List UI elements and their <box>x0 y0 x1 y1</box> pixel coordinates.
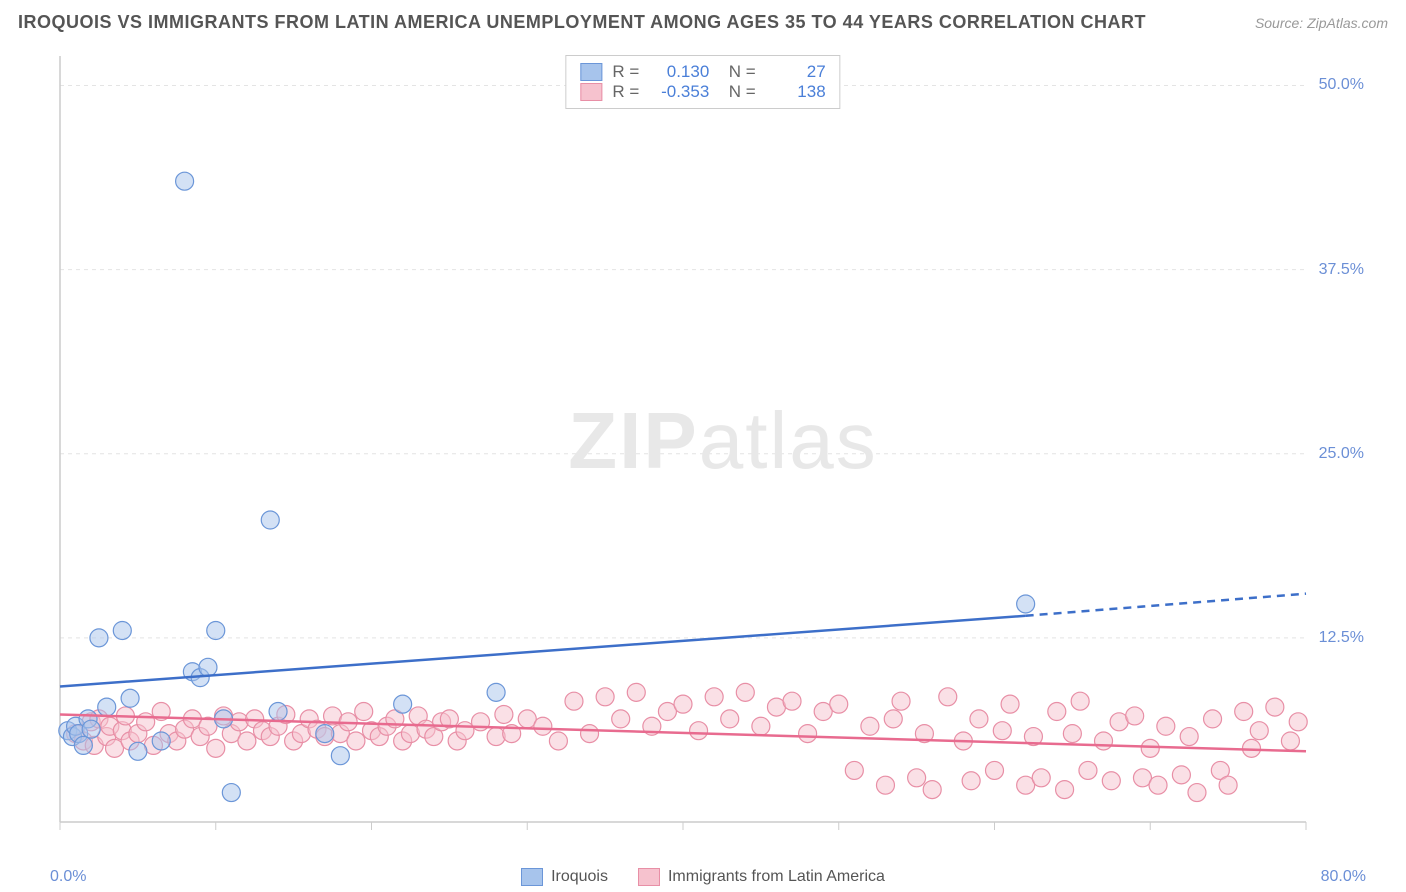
swatch-series-2 <box>580 83 602 101</box>
swatch-series-1 <box>580 63 602 81</box>
statistics-legend: R = 0.130 N = 27 R = -0.353 N = 138 <box>565 55 840 109</box>
stat-row-series-1: R = 0.130 N = 27 <box>580 62 825 82</box>
y-tick-label: 50.0% <box>1319 76 1364 94</box>
r-value-1: 0.130 <box>649 62 709 82</box>
legend-label-1: Iroquois <box>551 868 608 886</box>
chart-area: ZIPatlas <box>50 48 1396 852</box>
legend-label-2: Immigrants from Latin America <box>668 868 885 886</box>
chart-header: IROQUOIS VS IMMIGRANTS FROM LATIN AMERIC… <box>0 0 1406 41</box>
n-value-2: 138 <box>766 82 826 102</box>
y-tick-label: 12.5% <box>1319 629 1364 647</box>
scatter-plot-svg <box>50 48 1396 852</box>
n-value-1: 27 <box>766 62 826 82</box>
source-attribution: Source: ZipAtlas.com <box>1255 15 1388 31</box>
y-tick-label: 25.0% <box>1319 445 1364 463</box>
r-label: R = <box>612 62 639 82</box>
legend-swatch-1 <box>521 868 543 886</box>
n-label: N = <box>719 62 755 82</box>
chart-title: IROQUOIS VS IMMIGRANTS FROM LATIN AMERIC… <box>18 12 1146 33</box>
r-label: R = <box>612 82 639 102</box>
r-value-2: -0.353 <box>649 82 709 102</box>
stat-row-series-2: R = -0.353 N = 138 <box>580 82 825 102</box>
n-label: N = <box>719 82 755 102</box>
legend-swatch-2 <box>638 868 660 886</box>
legend-item-2: Immigrants from Latin America <box>638 868 885 886</box>
legend-item-1: Iroquois <box>521 868 608 886</box>
series-legend: Iroquois Immigrants from Latin America <box>0 868 1406 886</box>
y-tick-label: 37.5% <box>1319 261 1364 279</box>
